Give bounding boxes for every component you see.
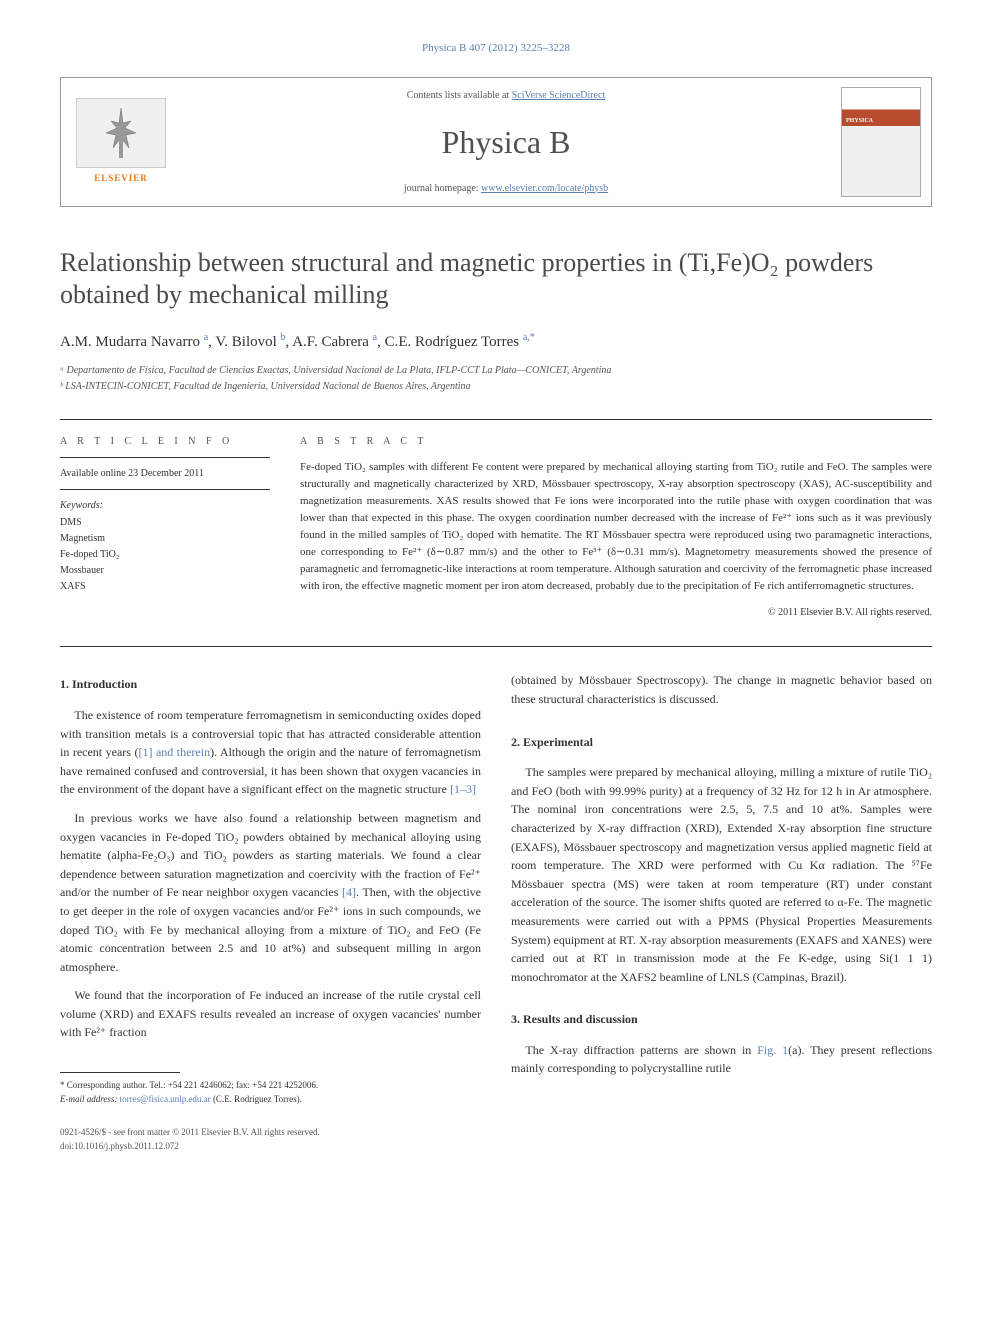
available-online: Available online 23 December 2011 bbox=[60, 466, 270, 481]
doi-line: doi:10.1016/j.physb.2011.12.072 bbox=[60, 1140, 481, 1154]
results-p1: The X-ray diffraction patterns are shown… bbox=[511, 1041, 932, 1078]
section-heading-results: 3. Results and discussion bbox=[511, 1010, 932, 1029]
contents-line: Contents lists available at SciVerse Sci… bbox=[407, 88, 606, 103]
keywords-list: DMS Magnetism Fe-doped TiO₂ Mossbauer XA… bbox=[60, 515, 270, 595]
journal-reference: Physica B 407 (2012) 3225–3228 bbox=[60, 40, 932, 57]
issn-line: 0921-4526/$ - see front matter © 2011 El… bbox=[60, 1126, 481, 1140]
affiliation-b: ᵇ LSA-INTECIN-CONICET, Facultad de Ingen… bbox=[60, 379, 932, 395]
article-info: a r t i c l e i n f o Available online 2… bbox=[60, 420, 270, 620]
journal-header: ELSEVIER Contents lists available at Sci… bbox=[60, 77, 932, 207]
section-divider bbox=[60, 646, 932, 647]
abstract-heading: a b s t r a c t bbox=[300, 434, 932, 449]
email-paren: (C.E. Rodríguez Torres). bbox=[211, 1094, 302, 1104]
keywords-label: Keywords: bbox=[60, 498, 270, 513]
abstract-copyright: © 2011 Elsevier B.V. All rights reserved… bbox=[300, 605, 932, 620]
homepage-link[interactable]: www.elsevier.com/locate/physb bbox=[481, 183, 608, 194]
info-abstract-row: a r t i c l e i n f o Available online 2… bbox=[60, 419, 932, 620]
column-right: (obtained by Mössbauer Spectroscopy). Th… bbox=[511, 671, 932, 1153]
elsevier-label: ELSEVIER bbox=[94, 172, 148, 186]
keyword: Magnetism bbox=[60, 531, 270, 547]
footnote-separator bbox=[60, 1072, 180, 1073]
footer-info: 0921-4526/$ - see front matter © 2011 El… bbox=[60, 1126, 481, 1153]
affiliations: ᵃ Departamento de Física, Facultad de Ci… bbox=[60, 363, 932, 395]
header-center: Contents lists available at SciVerse Sci… bbox=[181, 78, 831, 206]
email-label: E-mail address: bbox=[60, 1094, 120, 1104]
intro-p3-cont: (obtained by Mössbauer Spectroscopy). Th… bbox=[511, 671, 932, 708]
affiliation-a: ᵃ Departamento de Física, Facultad de Ci… bbox=[60, 363, 932, 379]
article-title: Relationship between structural and magn… bbox=[60, 247, 932, 312]
corr-author-line: * Corresponding author. Tel.: +54 221 42… bbox=[60, 1079, 481, 1093]
homepage-line: journal homepage: www.elsevier.com/locat… bbox=[404, 181, 608, 196]
column-left: 1. Introduction The existence of room te… bbox=[60, 671, 481, 1153]
keyword: Fe-doped TiO₂ bbox=[60, 547, 270, 563]
keyword: Mossbauer bbox=[60, 563, 270, 579]
keyword: DMS bbox=[60, 515, 270, 531]
article-info-heading: a r t i c l e i n f o bbox=[60, 434, 270, 455]
ai-rule-2 bbox=[60, 489, 270, 490]
intro-p1: The existence of room temperature ferrom… bbox=[60, 706, 481, 799]
cover-label: PHYSICA bbox=[846, 117, 873, 126]
authors: A.M. Mudarra Navarro a, V. Bilovol b, A.… bbox=[60, 330, 932, 354]
keyword: XAFS bbox=[60, 579, 270, 595]
cover-thumbnail: PHYSICA bbox=[841, 87, 921, 197]
abstract: a b s t r a c t Fe-doped TiO₂ samples wi… bbox=[300, 420, 932, 620]
corresponding-author-footnote: * Corresponding author. Tel.: +54 221 42… bbox=[60, 1079, 481, 1106]
intro-p3: We found that the incorporation of Fe in… bbox=[60, 986, 481, 1042]
sciencedirect-link[interactable]: SciVerse ScienceDirect bbox=[512, 90, 606, 101]
cover-thumbnail-box: PHYSICA bbox=[831, 78, 931, 206]
exp-p1: The samples were prepared by mechanical … bbox=[511, 763, 932, 986]
section-heading-intro: 1. Introduction bbox=[60, 675, 481, 694]
email-link[interactable]: torres@fisica.unlp.edu.ar bbox=[120, 1094, 211, 1104]
body-columns: 1. Introduction The existence of room te… bbox=[60, 671, 932, 1153]
email-line: E-mail address: torres@fisica.unlp.edu.a… bbox=[60, 1093, 481, 1107]
journal-name: Physica B bbox=[442, 118, 571, 166]
contents-prefix: Contents lists available at bbox=[407, 90, 512, 101]
intro-p2: In previous works we have also found a r… bbox=[60, 809, 481, 976]
abstract-text: Fe-doped TiO₂ samples with different Fe … bbox=[300, 459, 932, 595]
homepage-prefix: journal homepage: bbox=[404, 183, 481, 194]
section-heading-experimental: 2. Experimental bbox=[511, 733, 932, 752]
elsevier-logo-box: ELSEVIER bbox=[61, 78, 181, 206]
ai-rule bbox=[60, 457, 270, 458]
elsevier-tree-icon bbox=[76, 98, 166, 168]
